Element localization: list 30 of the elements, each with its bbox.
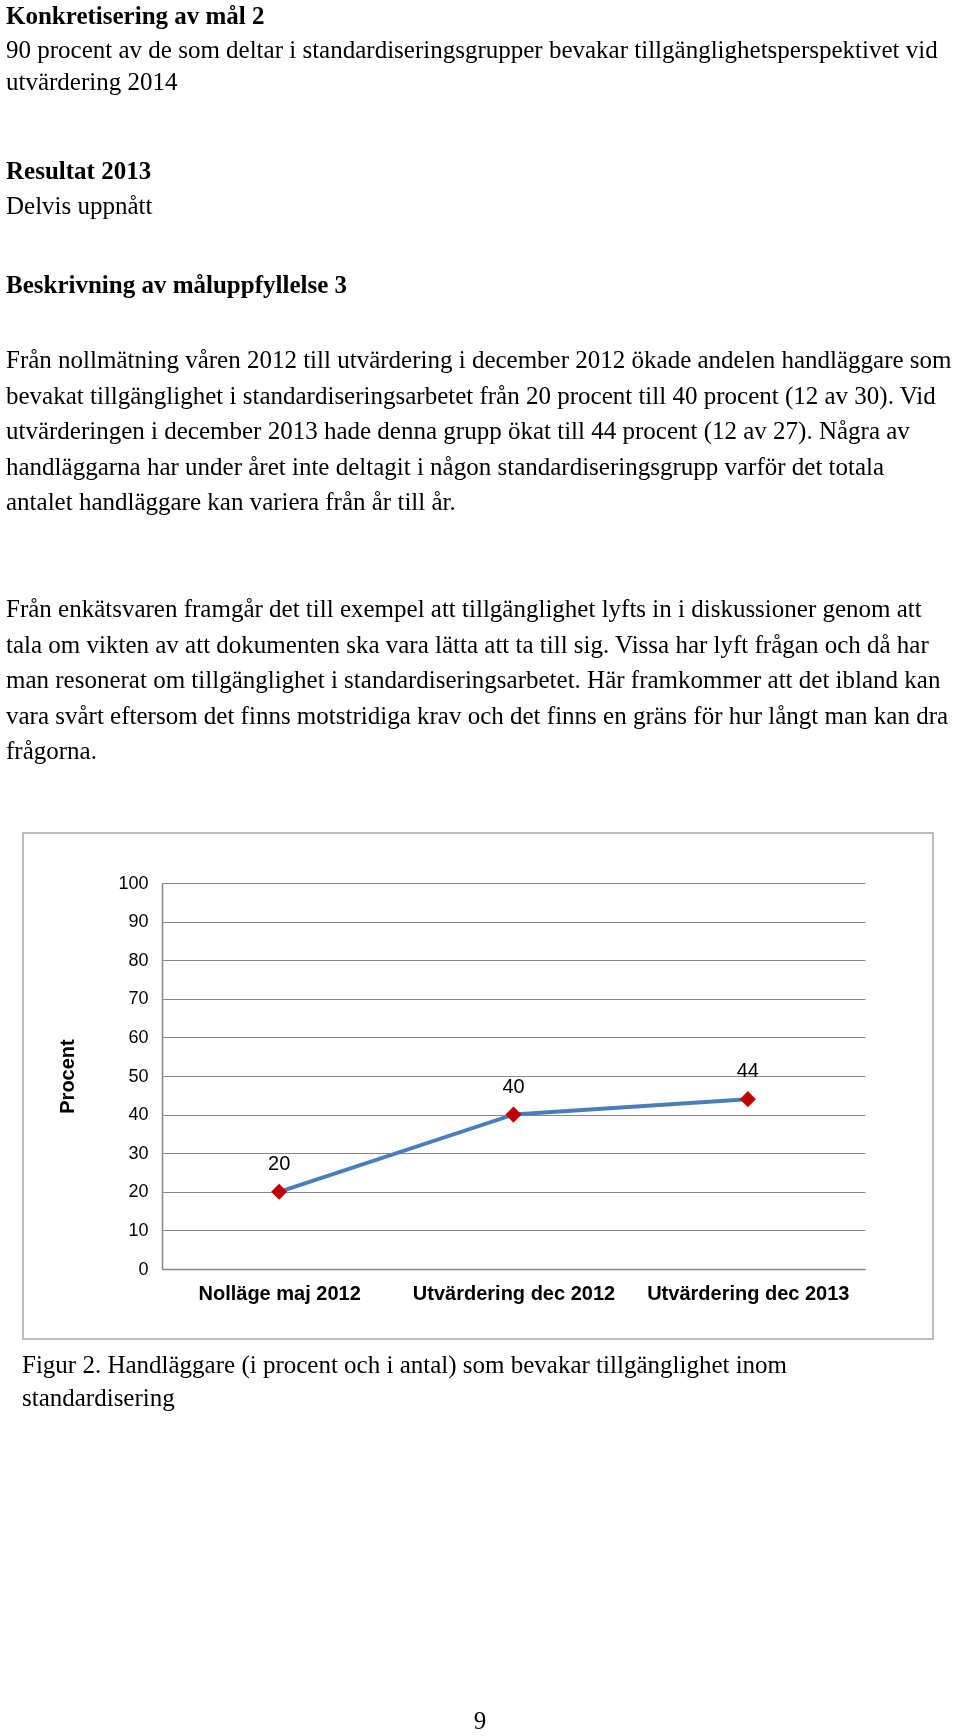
x-tick-label: Utvärdering dec 2012	[412, 1281, 616, 1304]
y-tick-label: 90	[128, 911, 149, 932]
chart-title: Konkretisering av mål 2	[6, 1, 266, 31]
x-tick-label: Utvärdering dec 2013	[647, 1281, 850, 1304]
data-label: 40	[502, 1074, 525, 1097]
y-tick-label: 20	[128, 1181, 149, 1202]
text: Från enkätsvaren framgår det till exempel att tillgänglighet lyfts in i diskussioner genom att tala om vikten av att dokumenten ska vara lätta att ta till sig. Vissa har lyft frågan och då har man resonerat om tillgänglighet i standardiseringsarbetet. Här framkommer att det ibland kan vara svårt eftersom det finns motstridiga krav och det finns en gräns för hur långt man kan dra frågorna.	[6, 594, 950, 767]
y-tick-label: 30	[128, 1142, 149, 1163]
text: Figur 2. Handläggare (i procent och i antal) som bevakar tillgänglighet inom standardisering	[22, 1350, 789, 1413]
y-tick-label: 0	[138, 1258, 149, 1279]
x-tick-label: Nolläge maj 2012	[198, 1281, 361, 1304]
data-label: 44	[736, 1059, 759, 1082]
y-tick-label: 60	[128, 1026, 149, 1047]
data-label: 20	[268, 1151, 291, 1174]
y-tick-label: 100	[118, 872, 149, 893]
y-tick-label: 70	[128, 988, 149, 1009]
text: Från nollmätning våren 2012 till utvärdering i december 2012 ökade andelen handläggare som bevakat tillgänglighet i standardiseringsarbetet från 20 procent till 40 procent (12 av 30). Vid utvärderingen i december 2013 hade denna grupp ökat till 44 procent (12 av 27). Några av handläggarna har under året inte deltagit i någon standardiseringsgrupp varför det totala antalet handläggare kan variera från år till år.	[6, 345, 953, 518]
y-tick-label: 40	[128, 1104, 149, 1125]
point	[739, 1091, 756, 1108]
text: Delvis uppnått	[6, 191, 154, 221]
text: 9	[472, 1706, 488, 1736]
text: Beskrivning av måluppfyllelse 3	[6, 270, 348, 300]
y-tick-label: 80	[128, 949, 149, 970]
y-axis-title: Procent	[56, 1038, 79, 1114]
y-tick-label: 50	[128, 1065, 149, 1086]
point	[505, 1106, 522, 1123]
chart-subtitle: 90 procent av de som deltar i standardiseringsgrupper bevakar tillgänglighetsperspektivet vid utvärdering 2014	[6, 35, 939, 97]
y-tick-label: 10	[128, 1219, 149, 1240]
point	[271, 1183, 288, 1200]
text: Resultat 2013	[6, 156, 153, 186]
